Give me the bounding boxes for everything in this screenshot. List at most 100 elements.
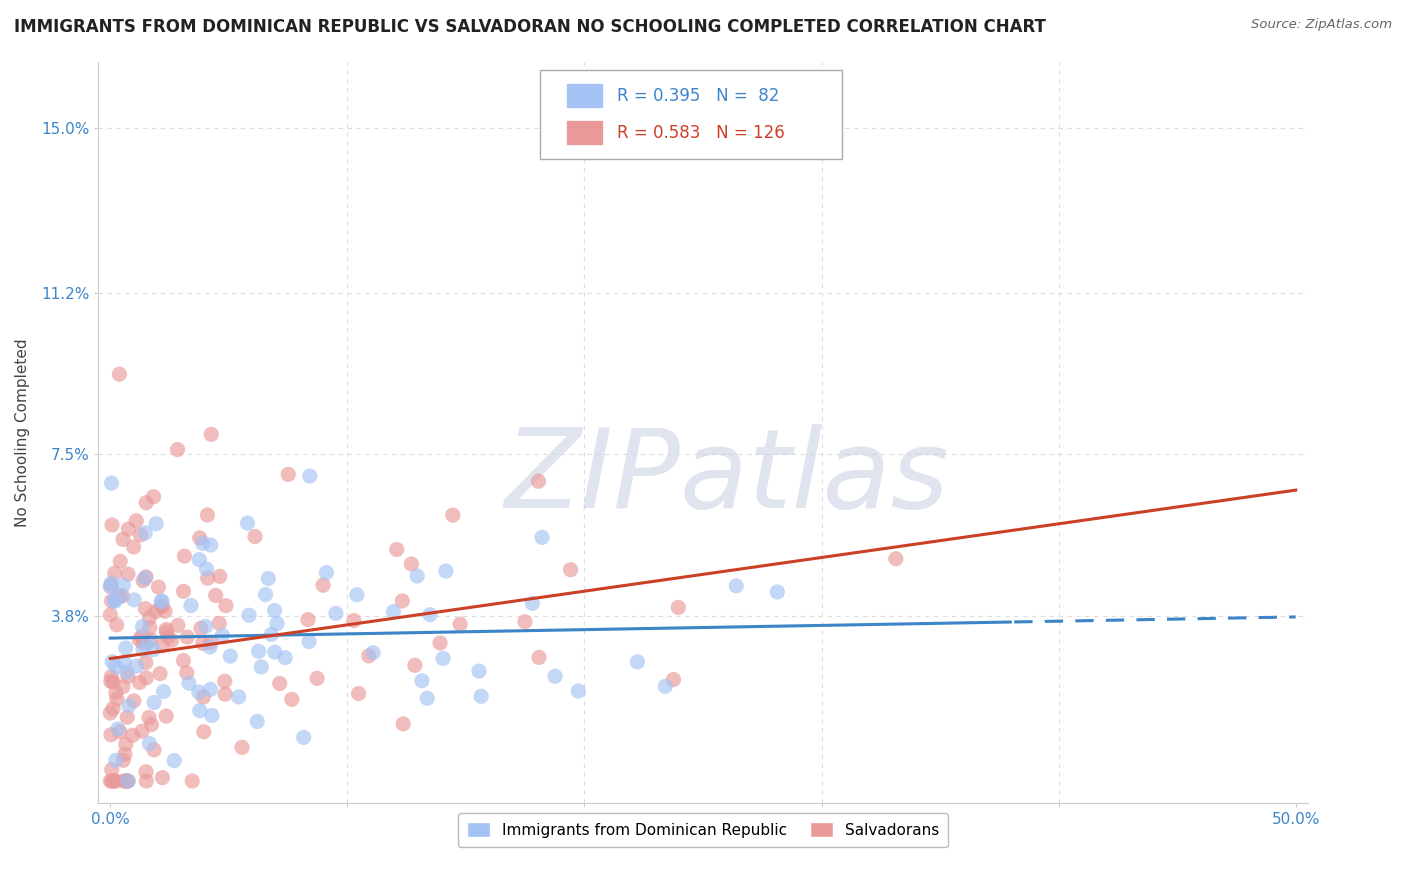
Point xyxy=(150,639,173,653)
Point xyxy=(104,594,127,608)
Point xyxy=(560,563,582,577)
Point xyxy=(347,687,370,701)
Point xyxy=(277,467,299,482)
Point xyxy=(117,669,139,683)
Point xyxy=(135,671,157,685)
Point xyxy=(135,774,157,789)
Point xyxy=(172,654,194,668)
Point xyxy=(112,753,135,767)
Point xyxy=(231,740,253,755)
Point xyxy=(110,554,132,568)
Point xyxy=(197,508,219,522)
Point xyxy=(544,669,567,683)
Point xyxy=(177,676,200,690)
Point xyxy=(401,557,423,571)
Point xyxy=(131,620,153,634)
Point xyxy=(247,644,270,658)
Point xyxy=(298,634,321,648)
FancyBboxPatch shape xyxy=(540,70,842,159)
Point xyxy=(125,659,148,673)
Point xyxy=(134,525,156,540)
Point xyxy=(250,660,273,674)
Point xyxy=(111,533,134,547)
Point xyxy=(145,516,167,531)
Point xyxy=(725,579,748,593)
Point xyxy=(211,628,233,642)
Point xyxy=(114,737,136,751)
Point xyxy=(193,724,215,739)
Point xyxy=(449,617,471,632)
Point xyxy=(100,579,122,593)
Point xyxy=(200,538,222,552)
Point xyxy=(187,685,209,699)
Point xyxy=(180,599,202,613)
Point xyxy=(139,621,162,635)
Point xyxy=(343,614,366,628)
Point xyxy=(292,731,315,745)
Point xyxy=(112,774,135,789)
Point xyxy=(188,552,211,566)
Point xyxy=(416,691,439,706)
Point xyxy=(135,496,157,510)
Point xyxy=(149,599,172,614)
Point xyxy=(105,692,128,706)
Point xyxy=(134,571,156,585)
Point xyxy=(194,619,217,633)
Point xyxy=(662,673,685,687)
Point xyxy=(129,528,152,542)
Point xyxy=(522,596,544,610)
Point xyxy=(150,594,173,608)
Point xyxy=(111,589,134,603)
Point xyxy=(766,585,789,599)
Point xyxy=(148,580,170,594)
Point xyxy=(208,569,231,583)
Point xyxy=(163,754,186,768)
Point xyxy=(190,621,212,635)
Point xyxy=(197,571,219,585)
Point xyxy=(118,698,141,713)
Text: R = 0.395   N =  82: R = 0.395 N = 82 xyxy=(617,87,779,104)
Point xyxy=(108,590,131,604)
Point xyxy=(112,655,135,669)
Point xyxy=(101,655,124,669)
Point xyxy=(115,774,138,789)
Point xyxy=(104,660,127,674)
Bar xyxy=(567,120,603,145)
Point xyxy=(100,669,122,683)
Point xyxy=(100,580,122,594)
Point xyxy=(114,747,136,762)
Point xyxy=(105,618,128,632)
Point xyxy=(149,666,172,681)
Point xyxy=(131,724,153,739)
Point xyxy=(411,673,433,688)
Point xyxy=(626,655,648,669)
Point xyxy=(103,594,125,608)
Point xyxy=(200,635,222,649)
Text: R = 0.583   N = 126: R = 0.583 N = 126 xyxy=(617,124,785,142)
Point xyxy=(441,508,464,522)
Point xyxy=(122,540,145,554)
Point xyxy=(214,687,236,701)
Point xyxy=(152,684,174,698)
Point xyxy=(134,601,156,615)
Point xyxy=(138,737,160,751)
Point xyxy=(406,569,429,583)
Point xyxy=(297,613,319,627)
Point xyxy=(135,570,157,584)
Point xyxy=(470,690,492,704)
Point xyxy=(198,640,221,654)
Text: Source: ZipAtlas.com: Source: ZipAtlas.com xyxy=(1251,18,1392,31)
Point xyxy=(114,640,136,655)
Point xyxy=(274,650,297,665)
Point xyxy=(419,607,441,622)
Point xyxy=(204,589,226,603)
Point xyxy=(236,516,259,531)
Point xyxy=(666,600,689,615)
Point xyxy=(145,604,167,618)
Point xyxy=(111,680,134,694)
Point xyxy=(100,476,122,491)
Point xyxy=(173,584,195,599)
Point xyxy=(312,578,335,592)
Point xyxy=(138,710,160,724)
Point xyxy=(527,650,550,665)
